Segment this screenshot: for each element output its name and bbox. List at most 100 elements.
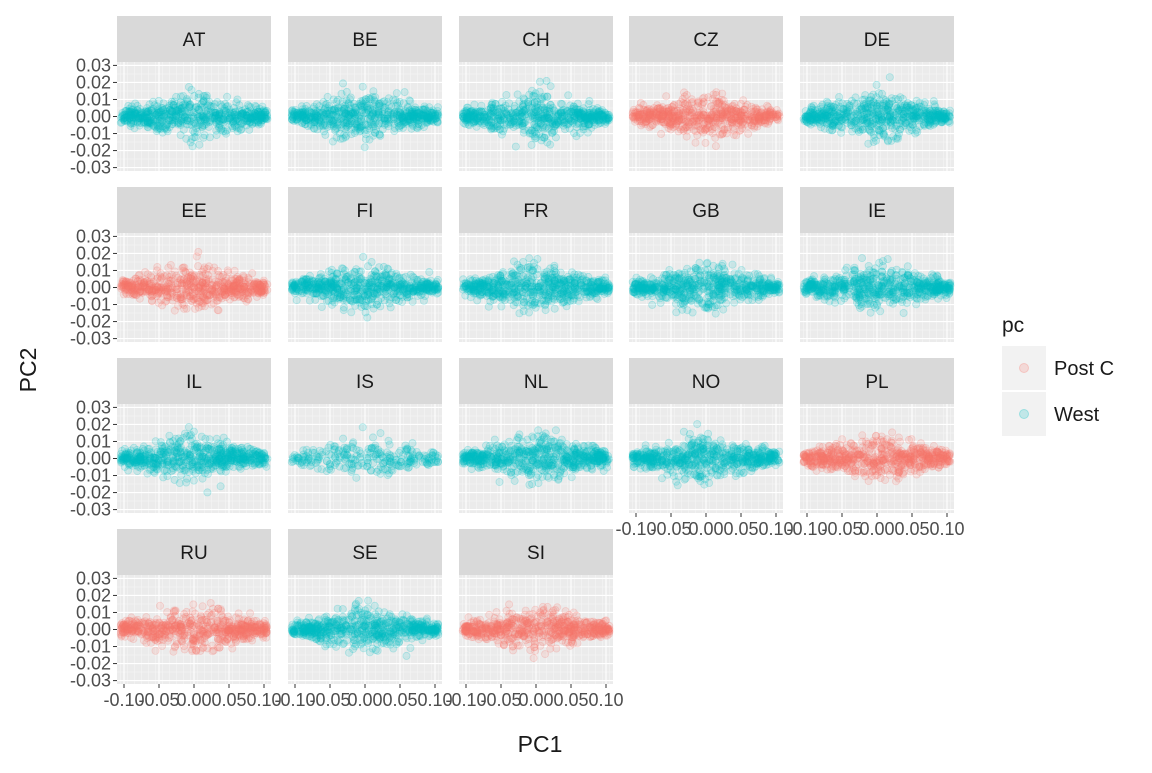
data-point [503,91,510,98]
y-tick-label: -0.03 [70,329,111,349]
data-point [372,129,379,136]
data-point [571,116,578,123]
data-point [166,273,173,280]
data-point [431,283,438,290]
data-point [502,102,509,109]
data-point [167,261,174,268]
facet-strip-label: DE [864,30,890,51]
data-point [339,278,346,285]
data-point [533,130,540,137]
data-point [868,107,875,114]
data-point [329,106,336,113]
data-point [366,136,373,143]
data-point [169,297,176,304]
facet-strip-label: FI [357,201,374,222]
data-point [196,271,203,278]
data-point [321,106,328,113]
data-point [702,139,709,146]
data-point [374,301,381,308]
data-point [735,119,742,126]
data-point [188,135,195,142]
data-point [371,291,378,298]
data-point [509,110,516,117]
data-point [347,296,354,303]
data-point [699,95,706,102]
data-point [375,114,382,121]
data-point [387,304,394,311]
data-point [909,113,916,120]
data-point [682,116,689,123]
data-point [330,96,337,103]
data-point [751,124,758,131]
data-point [895,130,902,137]
data-point [251,109,258,116]
y-tick-label: 0.01 [76,89,111,109]
data-point [155,97,162,104]
data-point [900,111,907,118]
data-point [228,286,235,293]
data-point [543,111,550,118]
data-point [175,274,182,281]
data-point [895,96,902,103]
data-point [385,116,392,123]
data-point [243,298,250,305]
data-point [413,276,420,283]
data-point [498,303,505,310]
data-point [313,113,320,120]
data-point [420,283,427,290]
data-point [171,268,178,275]
data-point [188,86,195,93]
data-point [150,278,157,285]
data-point [215,307,222,314]
data-point [307,114,314,121]
facet-strip-label: BE [352,30,377,51]
facet-ch: CH [459,16,613,171]
data-point [155,107,162,114]
data-point [884,138,891,145]
y-tick-label: -0.02 [70,141,111,161]
data-point [362,285,369,292]
data-point [167,111,174,118]
data-point [195,90,202,97]
data-point [547,141,554,148]
data-point [811,112,818,119]
data-point [744,101,751,108]
data-point [161,125,168,132]
data-point [364,314,371,321]
data-point [388,103,395,110]
data-point [775,110,782,117]
data-point [329,138,336,145]
data-point [946,110,953,117]
data-point [870,120,877,127]
data-point [753,111,760,118]
data-point [716,115,723,122]
data-point [505,118,512,125]
data-point [823,98,830,105]
data-point [385,95,392,102]
data-point [596,109,603,116]
data-point [130,119,137,126]
data-point [680,126,687,133]
data-point [800,115,807,122]
data-point [836,93,843,100]
data-point [187,275,194,282]
data-point [409,288,416,295]
data-point [194,111,201,118]
data-point [707,103,714,110]
data-point [584,129,591,136]
data-point [242,290,249,297]
data-point [828,108,835,115]
data-point [353,111,360,118]
y-tick-label: 0.03 [76,55,111,75]
data-point [764,102,771,109]
facet-be: BE [288,16,442,171]
facet-fi: FI [288,187,442,342]
data-point [199,124,206,131]
data-point [386,284,393,291]
y-tick-label: 0.00 [76,278,111,298]
data-point [565,92,572,99]
data-point [189,143,196,150]
data-point [926,107,933,114]
data-point [177,117,184,124]
data-point [259,114,266,121]
